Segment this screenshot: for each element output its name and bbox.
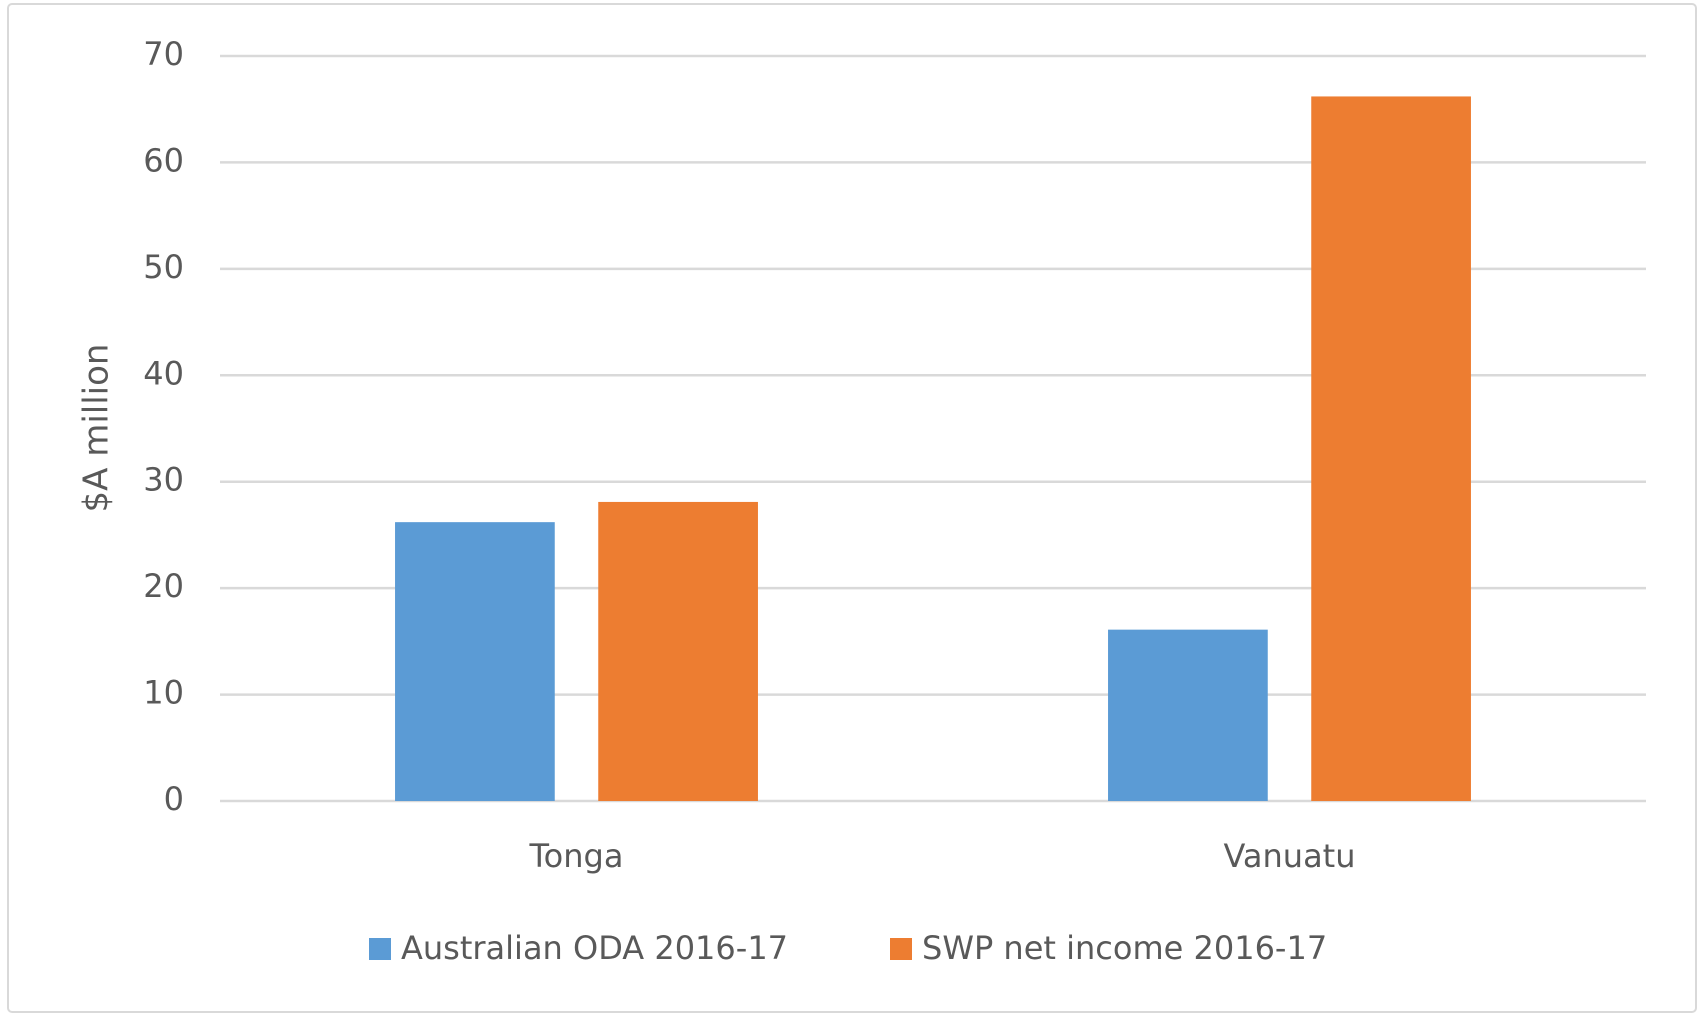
y-tick-label: 40 <box>143 354 184 392</box>
x-tick-label: Tonga <box>529 837 624 875</box>
y-tick-label: 20 <box>143 567 184 605</box>
legend-swatch <box>890 938 912 960</box>
legend-swatch <box>369 938 391 960</box>
bar <box>395 522 555 801</box>
y-tick-label: 50 <box>143 248 184 286</box>
y-tick-label: 0 <box>164 780 184 818</box>
bar <box>1311 96 1471 801</box>
x-tick-label: Vanuatu <box>1223 837 1355 875</box>
legend-label: Australian ODA 2016-17 <box>401 929 788 967</box>
bar <box>1108 629 1268 801</box>
y-axis-label: $A million <box>77 344 117 513</box>
legend-label: SWP net income 2016-17 <box>922 929 1327 967</box>
bar <box>598 501 758 801</box>
y-tick-label: 30 <box>143 461 184 499</box>
y-tick-label: 10 <box>143 674 184 712</box>
y-tick-label: 60 <box>143 141 184 179</box>
y-tick-label: 70 <box>143 35 184 73</box>
